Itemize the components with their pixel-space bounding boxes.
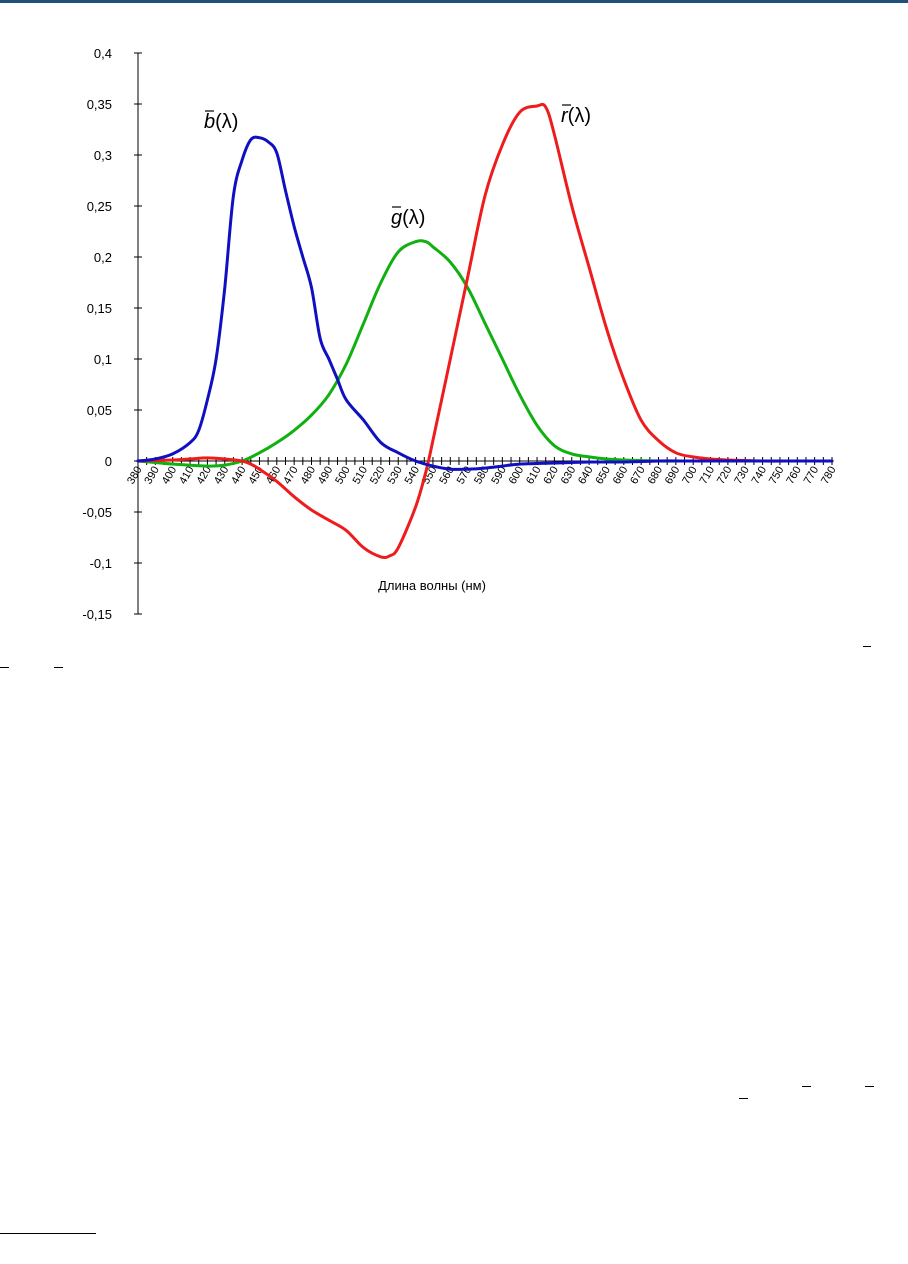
series-label-b: b(λ) (204, 111, 238, 133)
x-tick-label: 470 (281, 465, 301, 487)
x-tick-label: 510 (351, 465, 371, 487)
header-rule (0, 0, 908, 3)
overbar-mark-3 (54, 667, 63, 668)
y-tick-label: 0,15 (87, 301, 112, 316)
y-tick-label: 0,2 (94, 250, 112, 265)
x-axis-title: Длина волны (нм) (378, 578, 486, 593)
y-tick-label: 0,35 (87, 97, 112, 112)
x-tick-label: 670 (628, 465, 648, 487)
series-lines (136, 102, 834, 560)
series-line-r (136, 102, 834, 560)
y-axis: 0,4 0,35 0,3 0,25 0,2 0,15 0,1 0,05 0 -0,05 -0,1 -0… (82, 46, 142, 622)
x-tick-label: 620 (541, 465, 561, 487)
x-tick-label: 500 (333, 465, 353, 487)
x-tick-label: 610 (524, 465, 544, 487)
x-tick-label: 780 (819, 465, 839, 487)
overbar-mark-6 (865, 1086, 874, 1087)
series-labels: b(λ) g(λ) r(λ) (204, 104, 591, 229)
overbar-mark-1 (863, 646, 871, 647)
y-tick-label: -0,15 (82, 607, 112, 622)
x-tick-label: 700 (680, 465, 700, 487)
x-tick-label: 710 (698, 465, 718, 487)
footnote-rule (0, 1233, 96, 1234)
x-tick-label: 660 (611, 465, 631, 487)
x-tick-label: 770 (802, 465, 822, 487)
y-tick-label: -0,05 (82, 505, 112, 520)
x-tick-label: 720 (715, 465, 735, 487)
x-tick-label: 690 (663, 465, 683, 487)
y-tick-label: 0 (105, 454, 112, 469)
overbar-mark-5 (802, 1086, 811, 1087)
x-tick-label: 640 (576, 465, 596, 487)
x-tick-label: 600 (507, 465, 527, 487)
series-label-g: g(λ) (391, 207, 425, 229)
x-tick-label: 760 (784, 465, 804, 487)
x-tick-label: 430 (212, 465, 232, 487)
y-tick-label: 0,3 (94, 148, 112, 163)
x-tick-label: 410 (177, 465, 197, 487)
x-tick-label: 630 (559, 465, 579, 487)
y-tick-label: 0,4 (94, 46, 112, 61)
x-tick-label: 490 (316, 465, 336, 487)
y-tick-label: -0,1 (90, 556, 112, 571)
overbar-mark-4 (739, 1098, 748, 1099)
x-tick-label: 680 (646, 465, 666, 487)
series-line-b (136, 135, 834, 471)
x-tick-label: 530 (385, 465, 405, 487)
x-tick-label: 750 (767, 465, 787, 487)
x-tick-label: 730 (732, 465, 752, 487)
y-tick-label: 0,05 (87, 403, 112, 418)
overbar-mark-2 (0, 667, 9, 668)
x-tick-label: 540 (403, 465, 423, 487)
y-tick-label: 0,25 (87, 199, 112, 214)
x-tick-label: 520 (368, 465, 388, 487)
x-tick-label: 400 (160, 465, 180, 487)
x-tick-label: 740 (750, 465, 770, 487)
series-label-r: r(λ) (561, 105, 591, 127)
y-tick-label: 0,1 (94, 352, 112, 367)
x-tick-label: 650 (593, 465, 613, 487)
x-tick-label: 480 (299, 465, 319, 487)
x-tick-label: 390 (142, 465, 162, 487)
x-tick-label: 440 (229, 465, 249, 487)
x-tick-label: 380 (125, 465, 145, 487)
series-line-g (136, 239, 834, 468)
x-tick-label: 420 (194, 465, 214, 487)
